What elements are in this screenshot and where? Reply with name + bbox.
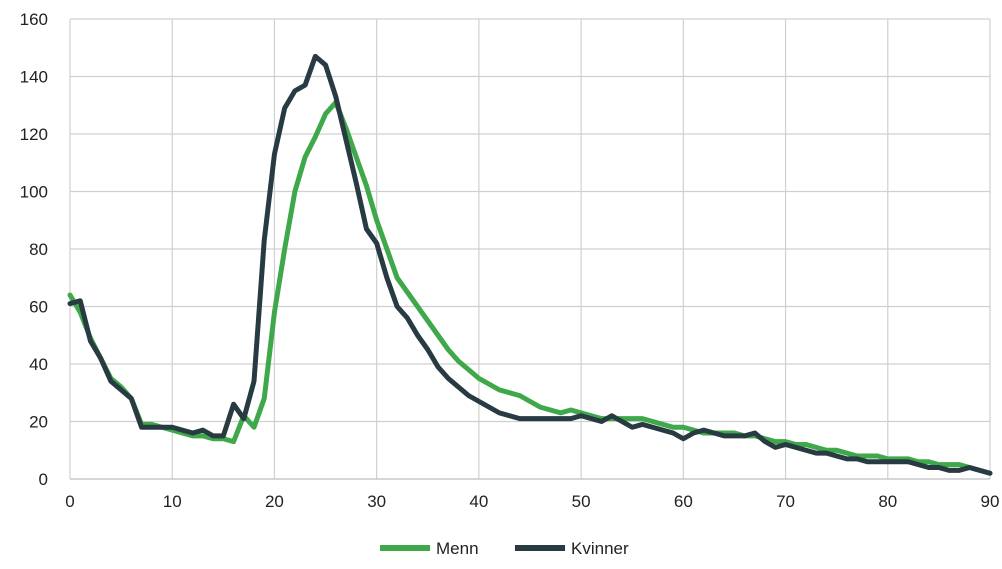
series-layer [67,53,993,476]
y-tick-label: 120 [20,125,48,144]
series-line-kvinner [67,53,993,476]
x-tick-label: 20 [265,492,284,511]
x-tick-label: 40 [469,492,488,511]
legend: Menn Kvinner [380,539,629,558]
series-line-menn [67,99,993,476]
x-tick-label: 30 [367,492,386,511]
x-tick-label: 0 [65,492,74,511]
x-tick-label: 80 [878,492,897,511]
y-tick-label: 80 [29,240,48,259]
legend-item-menn: Menn [380,539,479,558]
y-tick-label: 0 [39,470,48,489]
x-tick-label: 50 [572,492,591,511]
y-tick-label: 20 [29,413,48,432]
legend-label: Menn [436,539,479,558]
y-tick-label: 160 [20,10,48,29]
x-tick-label: 70 [776,492,795,511]
x-tick-label: 90 [981,492,1000,511]
y-tick-label: 100 [20,183,48,202]
legend-item-kvinner: Kvinner [515,539,629,558]
legend-label: Kvinner [571,539,629,558]
x-tick-label: 60 [674,492,693,511]
x-tick-label: 10 [163,492,182,511]
grid-layer [69,18,991,480]
y-tick-label: 60 [29,298,48,317]
y-tick-label: 40 [29,355,48,374]
tick-layer: 0 10 20 30 40 50 60 70 80 90 0 20 40 60 80 100 120 140 160 [20,10,1000,511]
y-tick-label: 140 [20,68,48,87]
